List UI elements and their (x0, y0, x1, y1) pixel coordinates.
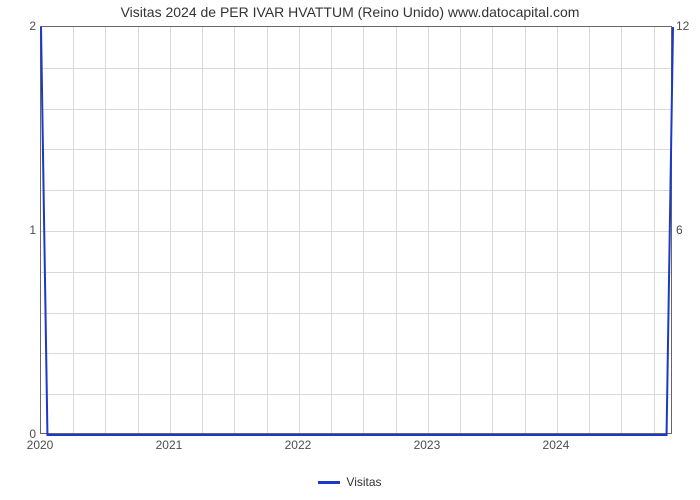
x-tick-label: 2020 (27, 438, 54, 452)
x-tick-label: 2023 (414, 438, 441, 452)
legend-label: Visitas (346, 475, 381, 489)
plot-area (40, 26, 672, 434)
series-line (41, 27, 671, 433)
x-tick-label: 2021 (156, 438, 183, 452)
legend-swatch (318, 481, 340, 484)
y2-tick-label: 6 (676, 223, 683, 237)
legend: Visitas (0, 475, 700, 489)
chart-title: Visitas 2024 de PER IVAR HVATTUM (Reino … (0, 4, 700, 20)
y-tick-label: 2 (22, 19, 36, 33)
y2-tick-label: 12 (676, 19, 689, 33)
x-tick-label: 2024 (543, 438, 570, 452)
y-tick-label: 1 (22, 223, 36, 237)
x-tick-label: 2022 (285, 438, 312, 452)
